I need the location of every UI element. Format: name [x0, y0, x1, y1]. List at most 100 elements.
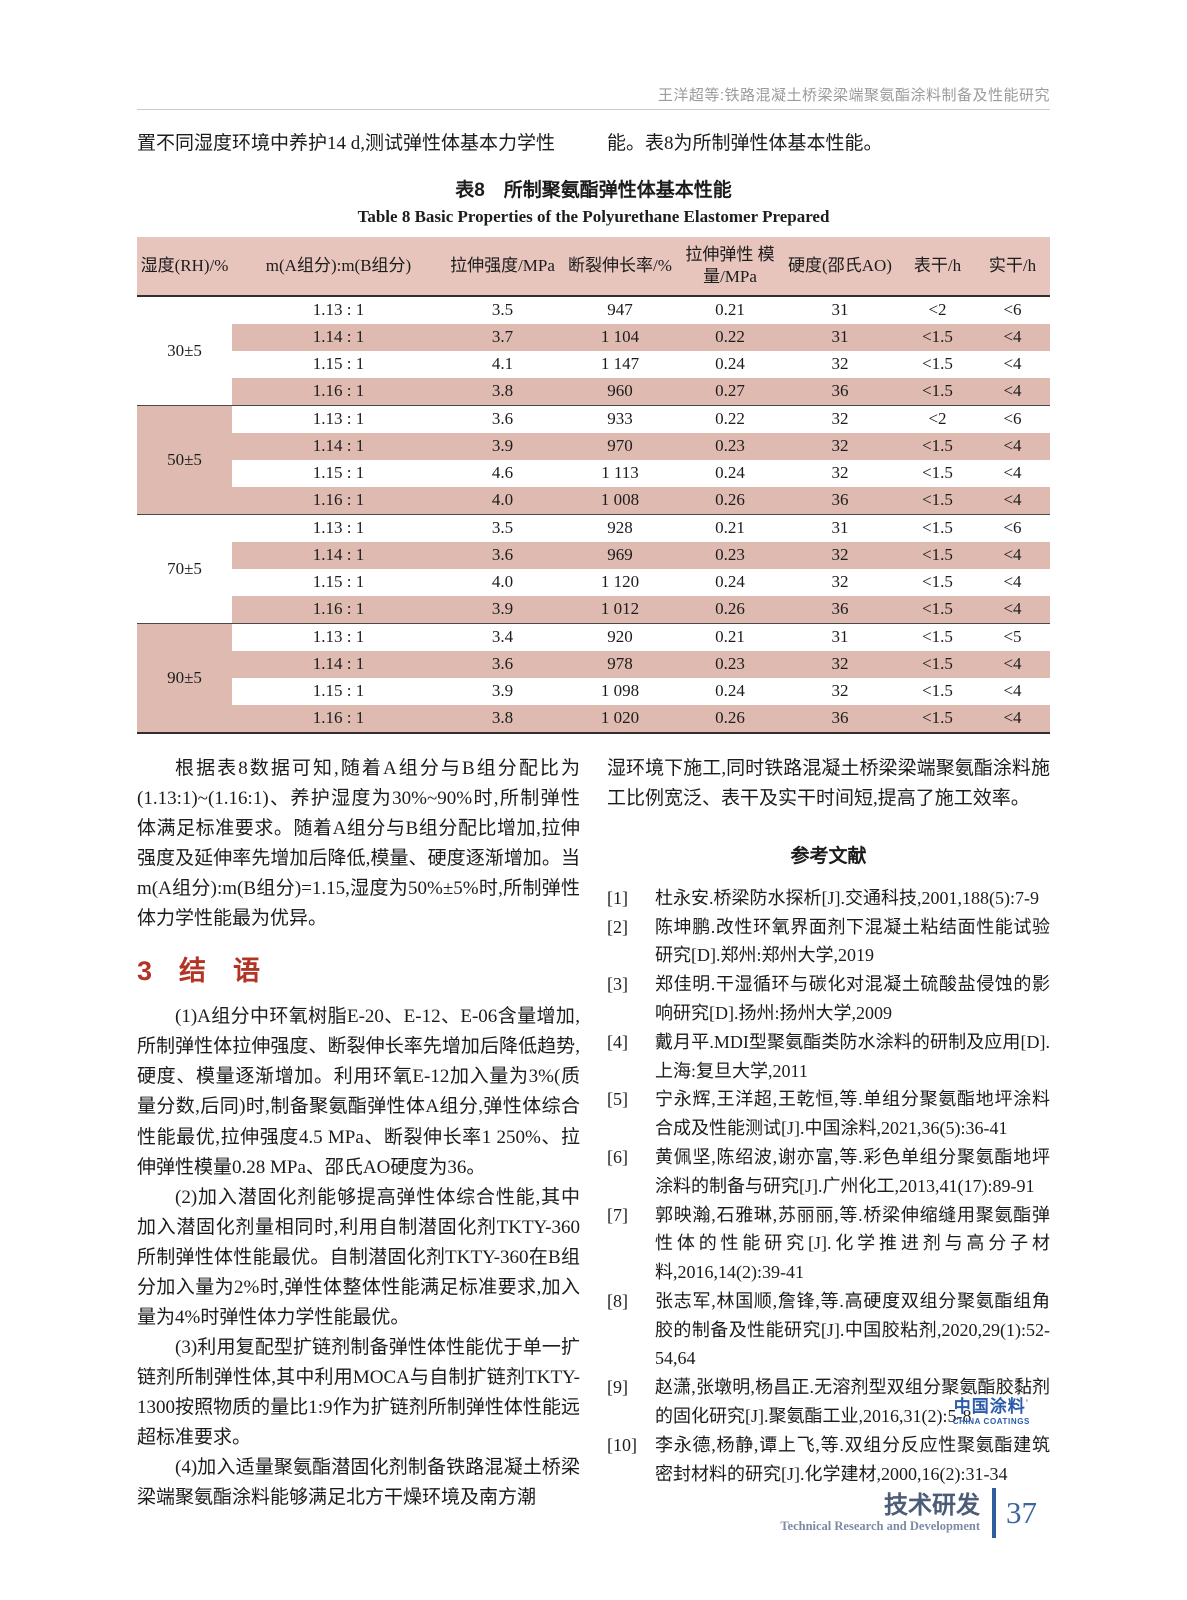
- reference-text: 宁永辉,王洋超,王乾恒,等.单组分聚氨酯地坪涂料合成及性能测试[J].中国涂料,…: [655, 1089, 1050, 1139]
- conclusion-heading: 3 结 语: [137, 955, 261, 986]
- table8-cell: <4: [1003, 354, 1022, 374]
- table8-cell: <5: [975, 622, 1050, 651]
- running-head: 王洋超等:铁路混凝土桥梁梁端聚氨酯涂料制备及性能研究: [657, 87, 1050, 104]
- table-row: 1.15 : 1 3.9 1 098 0.24 32 <1.5 <4: [137, 678, 1050, 705]
- table8-cell: 36: [780, 704, 900, 733]
- intro-left-column: 置不同湿度环境中养护14 d,测试弹性体基本力学性: [137, 133, 556, 154]
- table8-cell: <1.5: [900, 541, 975, 569]
- reference-item: [8] 张志军,林国顺,詹锋,等.高硬度双组分聚氨酯组角胶的制备及性能研究[J].…: [607, 1287, 1050, 1373]
- table8-cell: 0.21: [680, 622, 780, 651]
- table8-header-cell: 实干/h: [975, 236, 1050, 297]
- table8-header-cell: 拉伸弹性 模量/MPa: [680, 236, 780, 297]
- table8-cell: 3.9: [445, 595, 560, 624]
- table8-cell: 32: [831, 681, 849, 701]
- content-area: 置不同湿度环境中养护14 d,测试弹性体基本力学性 能。表8为所制弹性体基本性能…: [137, 130, 1050, 1513]
- text-columns: 根据表8数据可知,随着A组分与B组分配比为(1.13:1)~(1.16:1)、养…: [137, 754, 1050, 1513]
- table8-cell: <1.5: [900, 323, 975, 351]
- table8-cell: 1 113: [601, 463, 639, 483]
- table8-cell: <1.5: [900, 377, 975, 406]
- table8-header-cell: 断裂伸长率/%: [560, 236, 680, 297]
- reference-label: [6]: [607, 1146, 628, 1167]
- table8-cell: 32: [780, 650, 900, 678]
- table8-cell: 36: [780, 486, 900, 515]
- footer-section-title: 技术研发 Technical Research and Development: [780, 1492, 980, 1535]
- table8-cell: 32: [780, 404, 900, 433]
- table8-header-cell: 表干/h: [900, 236, 975, 297]
- table8-cell: 3.9: [491, 681, 514, 701]
- table8-cell: 1 020: [560, 704, 680, 733]
- table8-cell: 0.26: [680, 486, 780, 515]
- right-column: 湿环境下施工,同时铁路混凝土桥梁梁端聚氨酯涂料施工比例宽泛、表干及实干时间短,提…: [607, 754, 1050, 1513]
- table8-cell: <4: [975, 323, 1050, 351]
- table8-cell: <1.5: [922, 572, 953, 592]
- table8-cell: <2: [928, 300, 947, 320]
- analysis-paragraph: 根据表8数据可知,随着A组分与B组分配比为(1.13:1)~(1.16:1)、养…: [137, 757, 580, 929]
- table8-cell: 0.21: [680, 513, 780, 542]
- table8-cell: 32: [831, 463, 849, 483]
- table8-cell: 3.6: [445, 541, 560, 569]
- reference-text: 李永德,杨静,谭上飞,等.双组分反应性聚氨酯建筑密封材料的研究[J].化学建材,…: [655, 1434, 1050, 1484]
- table8-cell: 1.13 : 1: [232, 404, 445, 433]
- table8-cell: 0.26: [680, 704, 780, 733]
- table-row: 1.14 : 1 3.9 970 0.23 32 <1.5 <4: [137, 432, 1050, 460]
- table8-cell: <2: [900, 404, 975, 433]
- table8-cell: 1.14 : 1: [232, 323, 445, 351]
- table8-cell: 1.16 : 1: [232, 595, 445, 624]
- table8-cell: 1.16 : 1: [232, 704, 445, 733]
- table8-cell: 1.15 : 1: [312, 572, 365, 592]
- table8-cell: 31: [780, 513, 900, 542]
- table8-cell: 0.23: [680, 650, 780, 678]
- reference-text: 戴月平.MDI型聚氨酯类防水涂料的研制及应用[D].上海:复旦大学,2011: [655, 1031, 1050, 1081]
- page-number: 37: [1006, 1495, 1037, 1530]
- reference-label: [9]: [607, 1377, 628, 1398]
- references-heading: 参考文献: [790, 845, 867, 867]
- table8-cell: 0.24: [715, 354, 745, 374]
- table8-cell: 0.27: [680, 377, 780, 406]
- reference-item: [1] 杜永安.桥梁防水探析[J].交通科技,2001,188(5):7-9: [607, 884, 1050, 913]
- table-title-zh: 表8 所制聚氨酯弹性体基本性能: [455, 179, 732, 201]
- conclusion-item: (3)利用复配型扩链剂制备弹性体性能优于单一扩链剂所制弹性体,其中利用MOCA与…: [137, 1336, 580, 1448]
- table8-cell: 31: [831, 300, 849, 320]
- table-row: 1.14 : 1 3.6 969 0.23 32 <1.5 <4: [137, 541, 1050, 569]
- table8-cell: 1.16 : 1: [232, 377, 445, 406]
- table8-cell: 0.24: [715, 572, 745, 592]
- table-row: 1.14 : 1 3.6 978 0.23 32 <1.5 <4: [137, 650, 1050, 678]
- table8-header-cell: m(A组分):m(B组分): [232, 236, 445, 297]
- reference-text: 黄佩坚,陈绍波,谢亦富,等.彩色单组分聚氨酯地坪涂料的制备与研究[J].广州化工…: [655, 1146, 1050, 1196]
- table8-cell: <4: [975, 650, 1050, 678]
- table8-cell: <4: [1003, 681, 1022, 701]
- table8-cell: 4.6: [491, 463, 514, 483]
- table8: 湿度(RH)/% m(A组分):m(B组分) 拉伸强度/MPa 断裂伸长率/% 拉伸弹性…: [137, 236, 1050, 734]
- table8-cell: 969: [560, 541, 680, 569]
- table8-cell: 947: [607, 300, 633, 320]
- table-row: 30±5 1.13 : 1 3.5 947 0.21 31 <2 <6: [137, 296, 1050, 360]
- table8-cell: 1.14 : 1: [232, 541, 445, 569]
- table8-cell: 4.0: [445, 486, 560, 515]
- table8-cell: <6: [975, 404, 1050, 433]
- table-row: 1.16 : 1 3.8 960 0.27 36 <1.5 <4: [137, 377, 1050, 406]
- table8-cell: <4: [975, 377, 1050, 406]
- table8-cell: 1 104: [560, 323, 680, 351]
- table8-cell: <1.5: [900, 595, 975, 624]
- table8-cell: 31: [780, 622, 900, 651]
- table8-cell: 970: [560, 432, 680, 460]
- reference-text: 郑佳明.干湿循环与碳化对混凝土硫酸盐侵蚀的影响研究[D].扬州:扬州大学,200…: [655, 974, 1050, 1023]
- table8-cell: 1.14 : 1: [232, 432, 445, 460]
- conclusion-item: (4)加入适量聚氨酯潜固化剂制备铁路混凝土桥梁梁端聚氨酯涂料能够满足北方干燥环境…: [137, 1456, 580, 1508]
- table8-cell: 1.15 : 1: [312, 354, 365, 374]
- table8-cell: 0.26: [680, 595, 780, 624]
- table8-cell: 1 012: [560, 595, 680, 624]
- reference-label: [4]: [607, 1031, 628, 1052]
- table8-cell: 0.23: [680, 541, 780, 569]
- table8-cell: <4: [975, 704, 1050, 733]
- table8-cell: <6: [975, 513, 1050, 542]
- references-list: [1] 杜永安.桥梁防水探析[J].交通科技,2001,188(5):7-9 [2]…: [607, 884, 1050, 1489]
- table8-header-cell: 硬度(邵氏AO): [780, 236, 900, 297]
- table-row: 1.16 : 1 4.0 1 008 0.26 36 <1.5 <4: [137, 486, 1050, 515]
- reference-item: [6] 黄佩坚,陈绍波,谢亦富,等.彩色单组分聚氨酯地坪涂料的制备与研究[J].广…: [607, 1143, 1050, 1201]
- reference-item: [3] 郑佳明.干湿循环与碳化对混凝土硫酸盐侵蚀的影响研究[D].扬州:扬州大学,…: [607, 970, 1050, 1028]
- table8-cell: 1.13 : 1: [312, 300, 365, 320]
- table8-cell: 1.14 : 1: [232, 650, 445, 678]
- table-row: 1.15 : 1 4.6 1 113 0.24 32 <1.5 <4: [137, 460, 1050, 487]
